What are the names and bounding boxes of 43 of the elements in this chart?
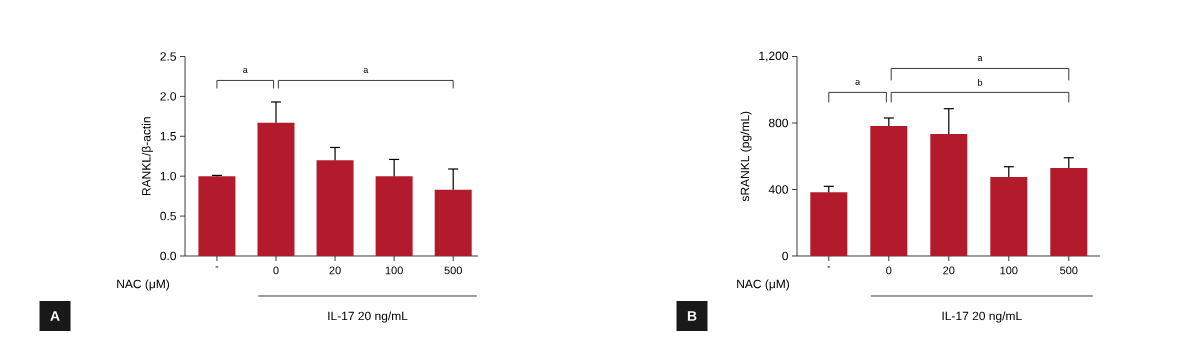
y-tick-label: 0.0 (160, 251, 177, 261)
x-axis-title: NAC (μM) (117, 279, 170, 291)
y-tick-label: 2.5 (160, 52, 176, 61)
x-tick-label: 0 (886, 266, 892, 275)
bar (198, 176, 236, 256)
x-tick-label: - (827, 266, 831, 268)
bar (257, 122, 295, 256)
y-tick-label: 1,200 (759, 51, 788, 62)
x-tick-label: 20 (329, 266, 341, 275)
bar (1050, 168, 1088, 256)
annotation: a (363, 67, 369, 73)
text: IL-17 20 ng/mL (942, 311, 1022, 323)
text: IL-17 20 ng/mL (328, 311, 408, 323)
y-tick-label: 0 (782, 251, 789, 261)
y-axis-title: RANKL/β-actin (141, 117, 153, 196)
y-tick-label: 1.5 (160, 132, 176, 141)
y-tick-label: 400 (768, 185, 788, 194)
annotation: b (978, 79, 983, 86)
x-tick-label: 0 (273, 266, 279, 275)
text: A (50, 311, 60, 321)
bar (375, 176, 413, 256)
x-tick-label: 20 (943, 266, 955, 275)
y-tick-label: 800 (768, 118, 788, 128)
x-axis-title: NAC (μM) (737, 279, 790, 291)
x-tick-label: 500 (1060, 266, 1078, 275)
x-tick-label: - (215, 266, 219, 268)
bar (930, 133, 968, 256)
bar (434, 189, 472, 256)
annotation: a (977, 56, 983, 61)
bar (990, 177, 1028, 256)
annotation: a (855, 79, 861, 85)
x-tick-label: 500 (444, 266, 462, 275)
y-axis-title: sRANKL (pg/mL) (740, 111, 752, 202)
text: B (687, 311, 697, 321)
x-tick-label: 100 (385, 266, 403, 275)
bar (316, 160, 354, 256)
y-tick-label: 1.0 (160, 171, 177, 181)
bar (870, 125, 908, 256)
annotation: a (243, 67, 248, 73)
x-tick-label: 100 (1000, 266, 1018, 275)
y-tick-label: 2.0 (160, 92, 177, 101)
y-tick-label: 0.5 (160, 211, 176, 221)
bar (810, 192, 848, 256)
